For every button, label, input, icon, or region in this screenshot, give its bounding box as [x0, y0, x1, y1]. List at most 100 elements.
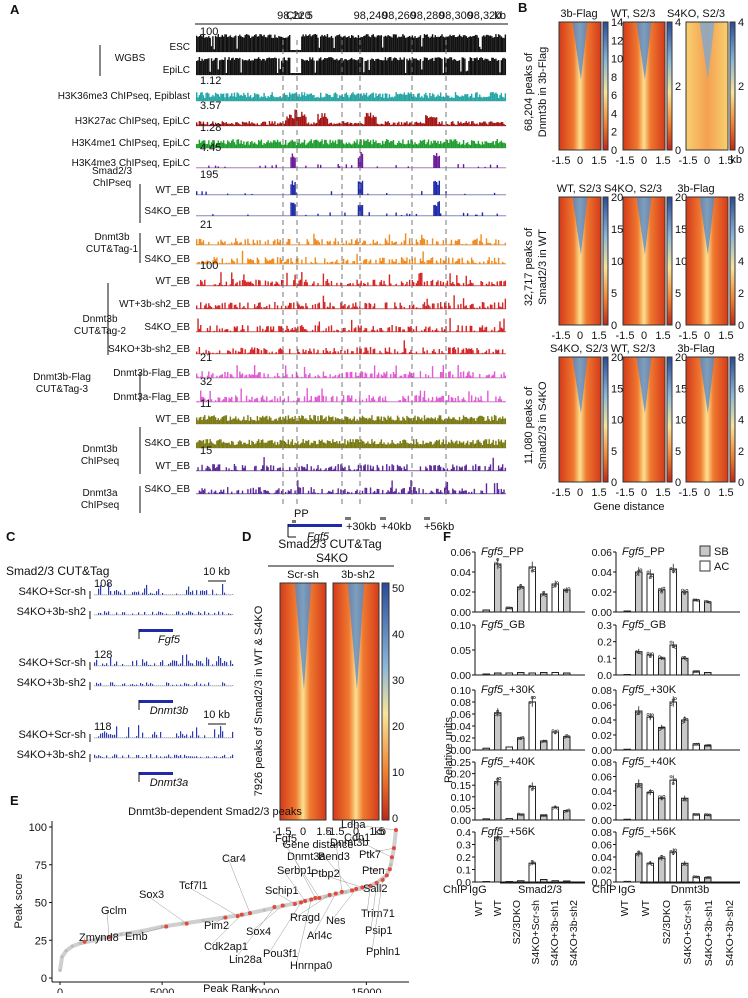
track-signal-bar	[350, 283, 351, 286]
track-signal-bar	[285, 306, 286, 309]
track-signal-bar	[447, 37, 448, 52]
track-signal-bar	[344, 489, 345, 494]
track-signal-bar	[459, 284, 460, 286]
track-signal-bar	[192, 591, 193, 595]
track-signal-bar	[482, 142, 483, 148]
track-signal-bar	[243, 37, 244, 52]
track-signal-bar	[397, 143, 398, 148]
track-signal-bar	[391, 259, 392, 264]
track-signal-bar	[197, 144, 198, 148]
track-signal-bar	[484, 439, 485, 448]
track-signal-bar	[470, 305, 471, 309]
track-signal-bar	[426, 260, 427, 264]
track-signal-bar	[490, 421, 491, 424]
track-signal-bar	[203, 240, 204, 245]
track-signal-bar	[408, 244, 409, 245]
track-signal-bar	[246, 97, 247, 101]
track-signal-bar	[280, 326, 281, 332]
track-signal-bar	[398, 308, 399, 309]
track-signal-bar	[304, 308, 305, 309]
track-signal-bar	[231, 492, 232, 494]
track-signal-bar	[315, 376, 316, 378]
track-signal-bar	[311, 308, 312, 309]
track-signal-bar	[429, 327, 430, 332]
track-signal-bar	[289, 263, 290, 264]
track-signal-bar	[205, 304, 206, 309]
track-signal-bar	[305, 215, 306, 216]
track-signal-bar	[480, 263, 481, 264]
track-signal-bar	[435, 156, 436, 168]
track-signal-bar	[234, 464, 235, 471]
track-signal-bar	[323, 296, 324, 309]
track-signal-bar	[493, 244, 494, 245]
track-signal-bar	[222, 143, 223, 148]
track-signal-bar	[401, 122, 402, 126]
track-signal-bar	[266, 58, 267, 75]
track-signal-bar	[478, 398, 479, 402]
track-signal-bar	[486, 375, 487, 378]
colorbar-tick: 15	[675, 383, 687, 395]
track-signal-bar	[243, 263, 244, 264]
track-signal-bar	[196, 239, 197, 245]
track-signal-bar	[390, 283, 391, 286]
track-signal-bar	[437, 57, 438, 75]
track-label: H3K36me3 ChIPseq, Epiblast	[58, 91, 191, 102]
track-signal-bar	[456, 353, 457, 354]
track-signal-bar	[495, 239, 496, 245]
track-signal-bar	[235, 145, 236, 148]
track-signal-bar	[294, 353, 295, 354]
track-signal-bar	[408, 263, 409, 264]
track-signal-bar	[296, 73, 297, 75]
track-signal-bar	[397, 401, 398, 402]
track-label: WT_EB	[156, 461, 191, 472]
track-signal-bar	[332, 377, 333, 378]
track-signal-bar	[227, 194, 228, 195]
track-signal-bar	[236, 49, 237, 52]
track-signal-bar	[390, 470, 391, 471]
track-signal-bar	[437, 157, 438, 168]
track-signal-bar	[491, 122, 492, 126]
track-signal-bar	[258, 57, 259, 75]
track-signal-bar	[393, 123, 394, 126]
track-signal-bar	[271, 121, 272, 126]
track-signal-bar	[479, 58, 480, 75]
track-signal-bar	[265, 257, 266, 264]
track-signal-bar	[266, 98, 267, 101]
track-signal-bar	[207, 419, 208, 424]
track-signal-bar	[405, 38, 406, 52]
track-signal-bar	[373, 396, 374, 402]
track-signal-bar	[329, 401, 330, 402]
track-signal-bar	[360, 183, 361, 195]
track-signal-bar	[367, 282, 368, 286]
track-signal-bar	[317, 263, 318, 264]
track-signal-bar	[448, 258, 449, 264]
track-signal-bar	[479, 327, 480, 332]
track-signal-bar	[319, 493, 320, 494]
track-signal-bar	[466, 94, 467, 101]
track-signal-bar	[277, 38, 278, 52]
track-signal-bar	[425, 326, 426, 332]
colorbar-tick: 6	[611, 90, 617, 102]
track-signal-bar	[280, 417, 281, 424]
track-signal-bar	[309, 263, 310, 264]
track-signal-bar	[505, 281, 506, 286]
track-signal-bar	[487, 306, 488, 309]
track-signal-bar	[363, 377, 364, 378]
track-signal-bar	[323, 36, 324, 52]
track-signal-bar	[387, 443, 388, 448]
track-signal-bar	[355, 95, 356, 101]
track-signal-bar	[413, 94, 414, 101]
track-signal-bar	[377, 444, 378, 448]
track-signal-bar	[377, 285, 378, 286]
track-signal-bar	[400, 244, 401, 245]
track-signal-bar	[245, 145, 246, 148]
track-signal-bar	[414, 353, 415, 354]
track-signal-bar	[202, 590, 203, 595]
track-signal-bar	[230, 470, 231, 471]
track-label: S4KO_EB	[144, 484, 190, 495]
track-signal-bar	[439, 440, 440, 448]
track-signal-bar	[387, 416, 388, 424]
track-signal-bar	[197, 125, 198, 126]
track-signal-bar	[234, 401, 235, 402]
